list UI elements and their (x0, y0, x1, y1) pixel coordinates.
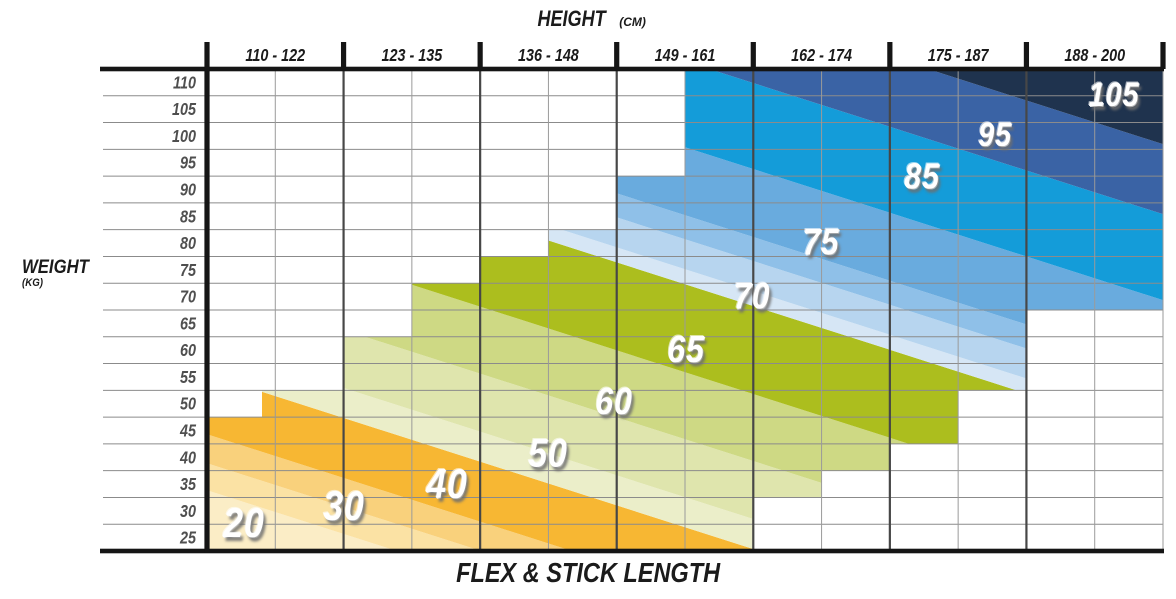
y-axis-title-unit: (KG) (22, 276, 43, 289)
weight-row-label: 95 (180, 153, 197, 173)
column-gridlines (274, 69, 1164, 551)
flex-value-label-40: 40 (426, 460, 468, 508)
flex-value-label-70: 70 (733, 275, 771, 317)
bottom-border (100, 548, 1164, 554)
weight-row-label: 25 (179, 528, 197, 548)
left-border (204, 42, 210, 553)
weight-row-label: 30 (180, 501, 196, 521)
height-range-header: 110 - 122 (245, 46, 305, 66)
x-axis-title: HEIGHT (CM) (0, 6, 1176, 32)
weight-row-label: 90 (180, 180, 196, 200)
header-tick (887, 42, 893, 69)
x-axis-title-unit: (CM) (619, 15, 646, 29)
flex-value-label-75: 75 (802, 221, 840, 263)
height-range-header: 175 - 187 (928, 46, 990, 66)
header-tick (1160, 42, 1166, 69)
flex-value-label-85: 85 (904, 155, 940, 197)
weight-row-label: 100 (172, 126, 196, 146)
flex-band-85 (440, 69, 1163, 301)
header-tick (477, 42, 483, 69)
flex-value-label-60: 60 (595, 380, 633, 423)
height-range-header: 162 - 174 (791, 46, 852, 66)
flex-value-label-20: 20 (223, 499, 265, 547)
white-mask-upper-left (207, 69, 685, 418)
weight-row-label: 75 (180, 260, 197, 280)
weight-row-label: 85 (180, 207, 197, 227)
weight-row-label: 105 (172, 100, 197, 120)
flex-value-label-30: 30 (323, 482, 365, 530)
flex-band-95 (709, 69, 1163, 215)
y-axis-title-text: WEIGHT (22, 257, 89, 278)
weight-row-label: 45 (179, 421, 197, 441)
height-range-headers: 110 - 122 123 - 135 136 - 148 149 - 161 162 … (245, 46, 1125, 66)
weight-row-label: 60 (180, 341, 196, 361)
weight-row-label: 65 (180, 314, 197, 334)
flex-value-label-65: 65 (667, 328, 705, 371)
height-range-header: 123 - 135 (381, 46, 443, 66)
weight-row-label: 110 (173, 73, 196, 93)
header-tick (1023, 42, 1030, 69)
flex-band-75 (228, 69, 1163, 369)
header-tick (614, 42, 620, 69)
flex-band-20 (207, 490, 397, 551)
height-range-header: 188 - 200 (1064, 46, 1125, 66)
weight-row-label: 35 (180, 475, 197, 495)
weight-row-label: 55 (180, 367, 197, 387)
weight-row-labels: 110 105 100 95 90 85 80 75 70 65 60 55 50 45 40 35 30 25 (172, 73, 197, 548)
flex-value-label-50: 50 (528, 431, 568, 476)
weight-row-label: 70 (180, 287, 196, 307)
row-gridlines (103, 95, 1163, 525)
flex-value-label-95: 95 (978, 115, 1012, 154)
height-range-header: 149 - 161 (655, 46, 716, 66)
weight-row-label: 40 (179, 448, 196, 468)
chart-title: FLEX & STICK LENGTH (0, 557, 1176, 589)
weight-row-label: 80 (180, 234, 196, 254)
header-tick (750, 42, 756, 69)
header-tick (340, 42, 347, 69)
y-axis-title: WEIGHT (KG) (22, 258, 98, 289)
top-border (100, 66, 1164, 72)
flex-band-105 (928, 69, 1163, 145)
chart-borders (100, 42, 1166, 554)
x-axis-title-text: HEIGHT (537, 6, 606, 31)
chart-title-text: FLEX & STICK LENGTH (456, 557, 720, 588)
weight-row-label: 50 (180, 394, 196, 414)
flex-value-label-105: 105 (1088, 75, 1140, 114)
height-range-header: 136 - 148 (518, 46, 580, 66)
